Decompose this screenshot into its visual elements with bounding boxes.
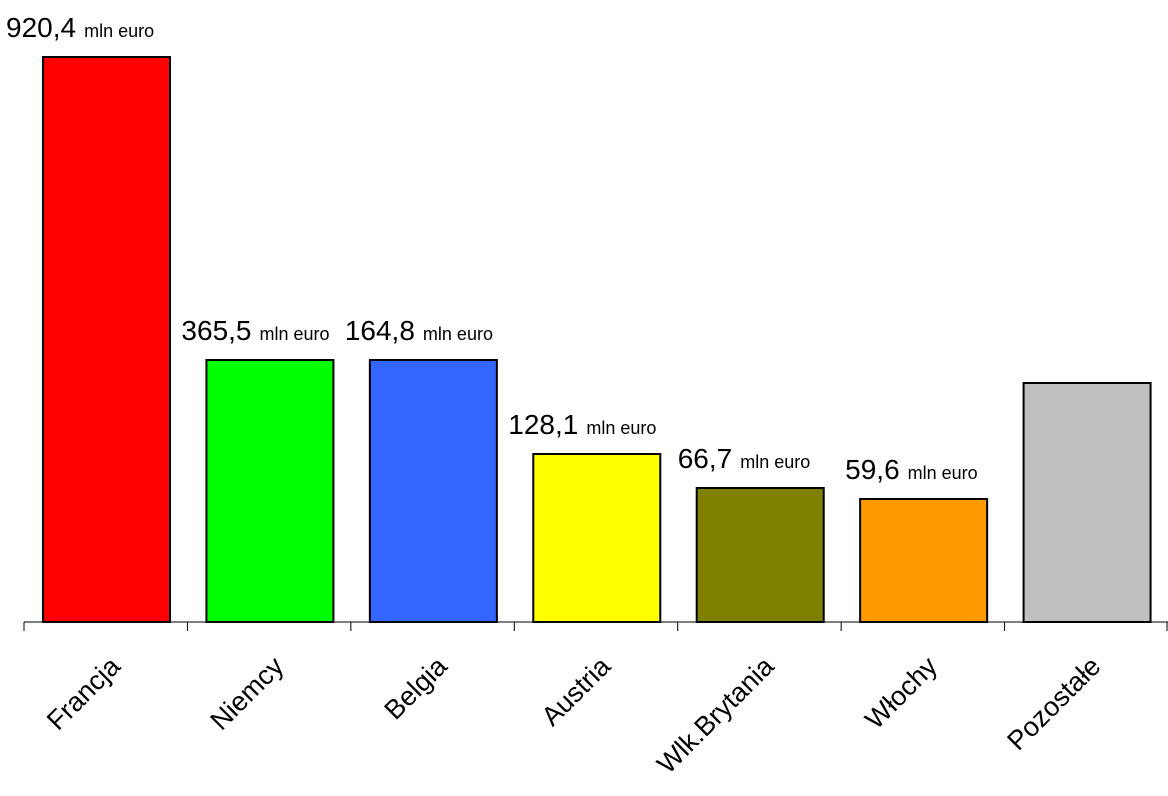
category-label-pozostale: Pozostałe — [1001, 651, 1106, 756]
category-label-francja: Francja — [41, 650, 127, 736]
data-label-niemcy: 365,5 mln euro — [181, 315, 329, 346]
category-labels-layer: Francja Niemcy Belgia Austria Wlk.Brytania Wł… — [41, 650, 1106, 779]
category-label-belgia: Belgia — [379, 650, 454, 725]
bar-wlochy — [859, 498, 989, 623]
data-label-austria: 128,1 mln euro — [508, 409, 656, 440]
bar-wlk-brytania — [695, 487, 825, 623]
x-axis — [23, 621, 1168, 631]
bar-austria — [532, 453, 662, 623]
bar-belgia — [368, 359, 498, 623]
category-label-niemcy: Niemcy — [205, 651, 290, 736]
bar-pozostale — [1022, 382, 1152, 623]
data-label-belgia: 164,8 mln euro — [345, 315, 493, 346]
data-label-wlochy: 59,6 mln euro — [845, 454, 978, 485]
bar-niemcy — [205, 359, 335, 623]
category-label-wlk-brytania: Wlk.Brytania — [651, 650, 780, 779]
data-label-wlk-brytania: 66,7 mln euro — [678, 443, 811, 474]
category-label-austria: Austria — [536, 650, 617, 731]
category-label-wlochy: Włochy — [859, 651, 943, 735]
bars-layer — [42, 56, 1152, 623]
data-labels-layer: 920,4 mln euro 365,5 mln euro 164,8 mln euro 1… — [6, 12, 978, 485]
data-label-francja: 920,4 mln euro — [6, 12, 154, 43]
bar-francja — [42, 56, 171, 623]
